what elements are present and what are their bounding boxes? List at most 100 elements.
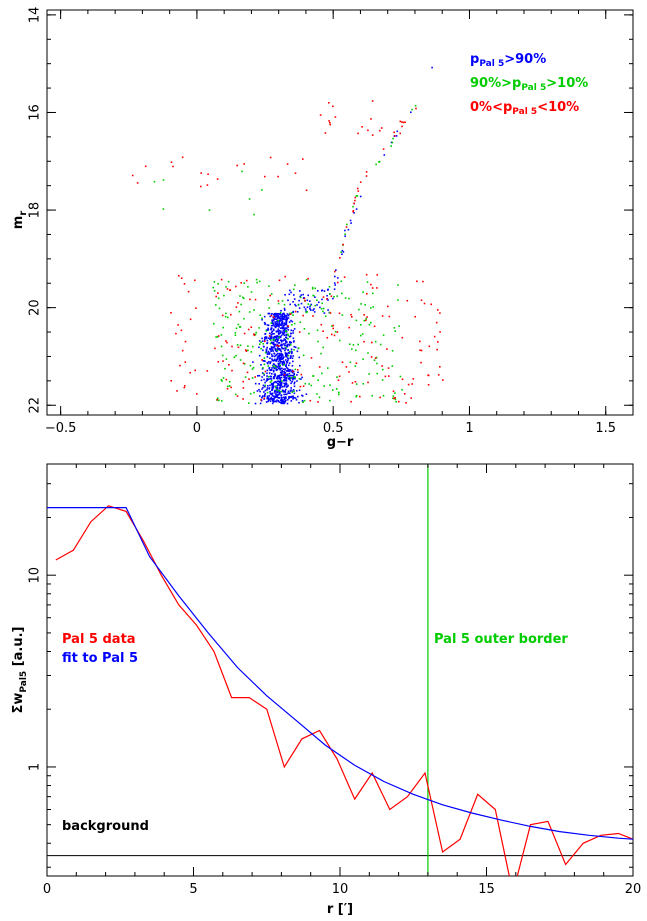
- cmd-point-series-1: [269, 339, 272, 341]
- cmd-point-series-1: [312, 375, 315, 377]
- cmd-point-series-0: [291, 377, 294, 379]
- cmd-point-series-2: [394, 396, 396, 399]
- cmd-point-series-0: [298, 389, 301, 392]
- cmd-point-series-2: [269, 156, 272, 159]
- cmd-point-series-2: [329, 121, 331, 124]
- cmd-point-series-1: [368, 373, 370, 375]
- cmd-point-series-2: [287, 325, 289, 327]
- cmd-point-series-0: [302, 293, 304, 296]
- cmd-point-series-1: [268, 307, 270, 309]
- cmd-point-series-0: [327, 299, 329, 301]
- cmd-point-series-0: [283, 356, 285, 358]
- cmd-point-series-1: [270, 379, 273, 382]
- cmd-point-series-0: [288, 397, 290, 400]
- cmd-point-series-2: [237, 346, 240, 349]
- cmd-point-series-0: [283, 399, 285, 401]
- cmd-point-series-2: [387, 367, 390, 369]
- cmd-point-series-2: [206, 370, 209, 372]
- cmd-point-series-0: [289, 374, 292, 377]
- cmd-point-series-2: [170, 161, 173, 163]
- cmd-point-series-0: [273, 346, 276, 348]
- cmd-point-series-2: [319, 114, 322, 116]
- cmd-point-series-0: [286, 325, 289, 327]
- cmd-point-series-0: [290, 387, 292, 389]
- cmd-point-series-0: [287, 314, 290, 317]
- cmd-point-series-0: [276, 335, 279, 337]
- cmd-point-series-0: [276, 315, 279, 317]
- cmd-point-series-1: [392, 395, 395, 397]
- cmd-point-series-0: [276, 347, 279, 349]
- cmd-point-series-0: [292, 396, 295, 399]
- cmd-point-series-0: [292, 377, 295, 380]
- cmd-point-series-2: [131, 174, 134, 177]
- cmd-point-series-2: [243, 163, 245, 165]
- cmd-point-series-0: [269, 400, 272, 402]
- cmd-point-series-0: [276, 391, 278, 394]
- cmd-point-series-2: [254, 376, 256, 378]
- cmd-point-series-1: [299, 321, 302, 323]
- cmd-point-series-0: [327, 309, 329, 311]
- cmd-point-series-1: [355, 394, 358, 397]
- cmd-point-series-0: [285, 382, 287, 384]
- cmd-point-series-1: [305, 311, 307, 314]
- cmd-point-series-1: [328, 285, 331, 288]
- cmd-point-series-0: [287, 368, 290, 371]
- cmd-point-series-1: [308, 383, 310, 385]
- cmd-point-series-1: [234, 332, 237, 334]
- cmd-point-series-0: [289, 357, 292, 359]
- cmd-point-series-2: [342, 243, 344, 246]
- cmd-point-series-0: [263, 338, 266, 341]
- cmd-point-series-0: [292, 398, 294, 400]
- cmd-point-series-0: [288, 376, 291, 379]
- cmd-point-series-0: [290, 291, 292, 294]
- cmd-point-series-0: [287, 375, 289, 378]
- cmd-point-series-0: [267, 329, 270, 331]
- cmd-point-series-1: [270, 293, 273, 295]
- cmd-point-series-2: [399, 120, 402, 123]
- cmd-point-series-0: [283, 382, 285, 385]
- cmd-point-series-0: [281, 318, 284, 321]
- cmd-point-series-1: [263, 357, 266, 359]
- cmd-point-series-1: [293, 322, 296, 325]
- cmd-point-series-0: [305, 393, 308, 395]
- cmd-point-series-1: [273, 338, 276, 341]
- cmd-point-series-0: [273, 336, 276, 338]
- cmd-point-series-2: [420, 349, 423, 352]
- cmd-point-series-0: [285, 378, 287, 380]
- cmd-point-series-2: [393, 397, 395, 400]
- cmd-point-series-1: [256, 281, 258, 284]
- cmd-point-series-0: [341, 249, 344, 252]
- cmd-point-series-2: [176, 390, 178, 392]
- cmd-point-series-1: [354, 365, 357, 367]
- cmd-point-series-0: [301, 395, 304, 397]
- cmd-point-series-0: [293, 294, 295, 296]
- cmd-point-series-0: [286, 355, 289, 357]
- cmd-point-series-0: [271, 394, 274, 397]
- cmd-point-series-0: [283, 331, 286, 334]
- cmd-point-series-0: [306, 306, 309, 308]
- cmd-point-series-0: [285, 386, 288, 388]
- cmd-point-series-2: [247, 328, 250, 331]
- cmd-point-series-0: [303, 306, 306, 309]
- cmd-point-series-0: [274, 335, 277, 338]
- cmd-point-series-0: [272, 383, 274, 386]
- cmd-point-series-0: [283, 368, 285, 370]
- cmd-point-series-1: [393, 327, 396, 329]
- cmd-point-series-0: [293, 372, 295, 375]
- cmd-point-series-0: [266, 379, 269, 381]
- legend-entry-high: pPal 5>90%: [470, 52, 546, 69]
- cmd-point-series-1: [348, 297, 350, 300]
- cmd-point-series-0: [284, 383, 286, 385]
- cmd-point-series-1: [365, 318, 367, 320]
- cmd-point-series-1: [240, 303, 242, 306]
- cmd-point-series-2: [406, 299, 409, 302]
- cmd-point-series-0: [275, 360, 277, 362]
- cmd-point-series-0: [272, 328, 275, 331]
- cmd-point-series-2: [373, 325, 376, 328]
- legend-mid-main: 90%>p: [470, 76, 521, 91]
- cmd-point-series-0: [284, 309, 286, 311]
- cmd-point-series-2: [433, 335, 436, 338]
- cmd-point-series-0: [271, 388, 274, 390]
- cmd-point-series-0: [283, 313, 286, 316]
- cmd-point-series-2: [322, 296, 325, 298]
